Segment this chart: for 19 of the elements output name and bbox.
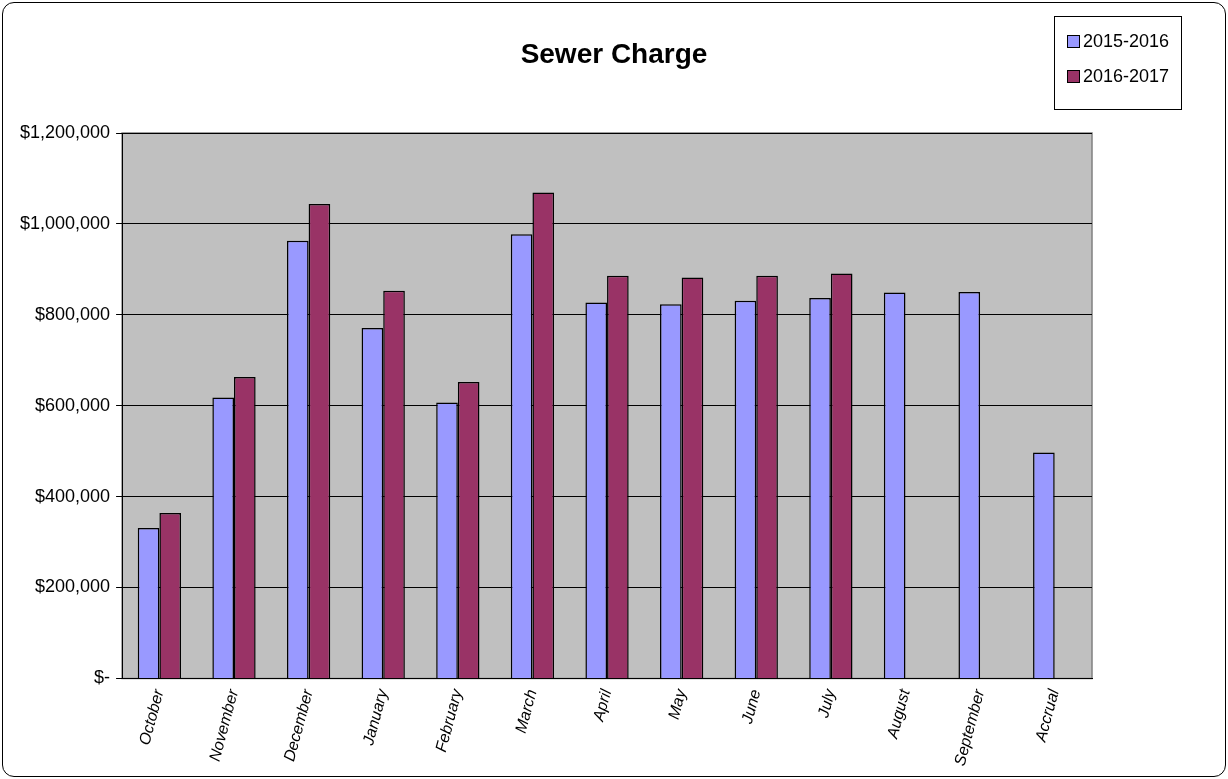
y-tick-label: $600,000	[35, 394, 111, 415]
x-tick-label: October	[135, 686, 167, 747]
x-tick-label: Accrual	[1031, 687, 1063, 745]
y-tick-label: $400,000	[35, 485, 111, 506]
y-tick-label: $1,200,000	[19, 121, 111, 142]
y-tick-label: $200,000	[35, 576, 111, 597]
legend-label: 2015-2016	[1082, 31, 1169, 52]
x-tick-label: May	[664, 686, 690, 722]
x-tick-label: July	[814, 686, 839, 721]
y-tick-label: $1,000,000	[19, 212, 111, 233]
chart-title: Sewer Charge	[520, 38, 708, 69]
x-tick-label: April	[589, 687, 615, 724]
y-tick-label: $-	[94, 667, 111, 688]
x-tick-label: January	[359, 686, 391, 748]
y-tick-label: $800,000	[35, 303, 111, 324]
legend-label: 2016-2017	[1082, 66, 1169, 87]
x-tick-label: June	[737, 687, 764, 727]
x-tick-label: August	[883, 686, 913, 741]
x-tick-label: March	[511, 687, 540, 735]
